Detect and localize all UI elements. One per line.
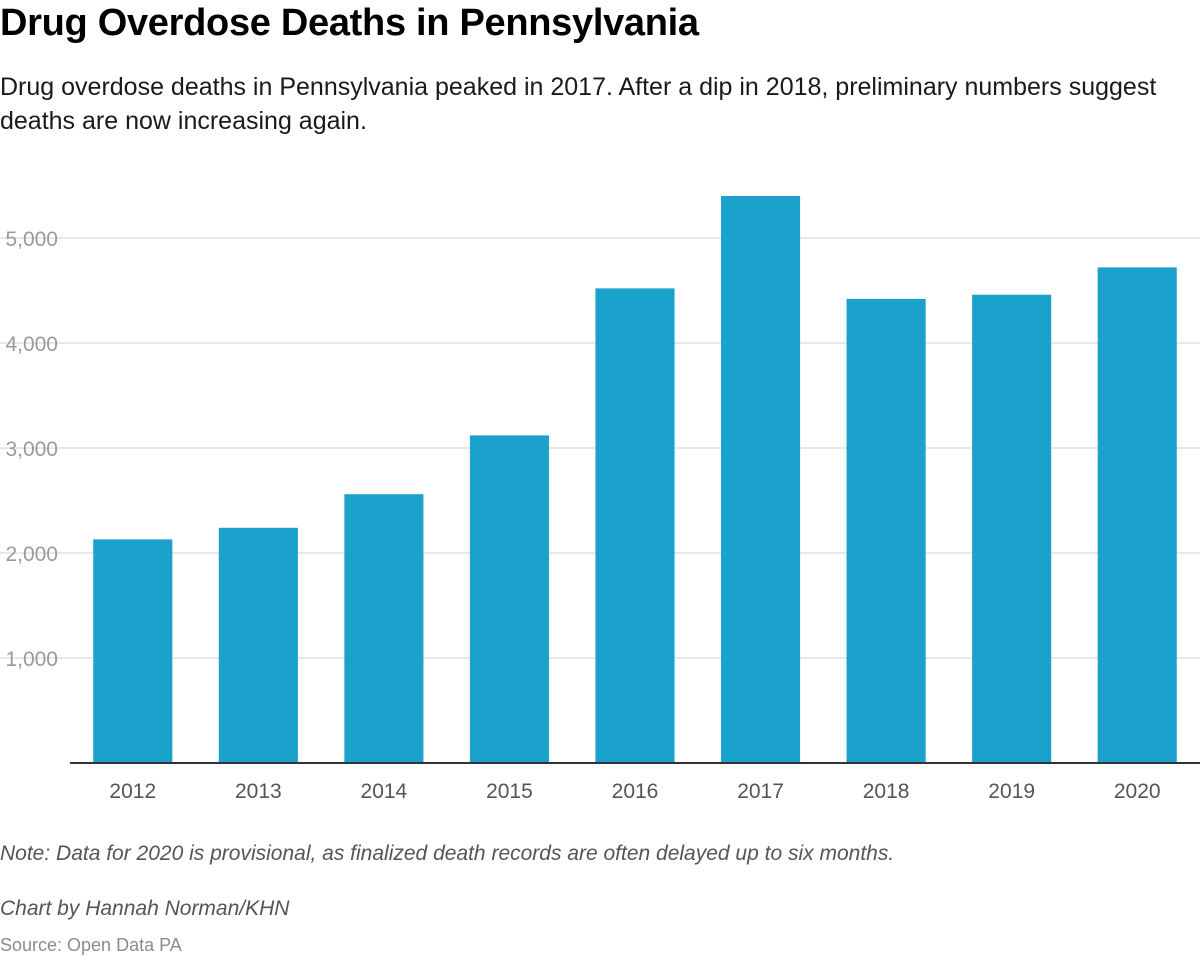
- bar-2012[interactable]: [93, 539, 173, 763]
- chart-note: Note: Data for 2020 is provisional, as f…: [0, 842, 895, 865]
- chart-source: Source: Open Data PA: [0, 935, 182, 955]
- chart-credit: Chart by Hannah Norman/KHN: [0, 897, 290, 920]
- x-tick-label: 2018: [863, 780, 910, 803]
- bar-2020[interactable]: [1097, 267, 1177, 763]
- bars: [93, 196, 1177, 763]
- y-tick-label: 3,000: [5, 438, 58, 461]
- x-tick-label: 2015: [486, 780, 533, 803]
- x-tick-label: 2014: [361, 780, 408, 803]
- x-tick-label: 2019: [988, 780, 1035, 803]
- bar-2018[interactable]: [846, 298, 926, 763]
- chart-subtitle: Drug overdose deaths in Pennsylvania pea…: [0, 73, 1157, 135]
- y-axis-ticks: 1,000 2,000 3,000 4,000 5,000: [5, 228, 58, 671]
- bar-2017[interactable]: [721, 196, 801, 763]
- x-tick-label: 2013: [235, 780, 282, 803]
- bar-2015[interactable]: [469, 435, 549, 763]
- x-tick-label: 2012: [109, 780, 156, 803]
- x-tick-label: 2016: [612, 780, 659, 803]
- chart-title: Drug Overdose Deaths in Pennsylvania: [0, 2, 699, 44]
- y-tick-label: 1,000: [5, 648, 58, 671]
- x-tick-label: 2020: [1114, 780, 1161, 803]
- y-tick-label: 4,000: [5, 333, 58, 356]
- bar-2019[interactable]: [972, 294, 1052, 763]
- bar-2013[interactable]: [218, 527, 298, 763]
- y-tick-label: 2,000: [5, 543, 58, 566]
- y-tick-label: 5,000: [5, 228, 58, 251]
- x-axis-ticks: 2012 2013 2014 2015 2016 2017 2018 2019 2020: [109, 780, 1160, 803]
- bar-2014[interactable]: [344, 494, 424, 763]
- x-tick-label: 2017: [737, 780, 784, 803]
- bar-2016[interactable]: [595, 288, 675, 763]
